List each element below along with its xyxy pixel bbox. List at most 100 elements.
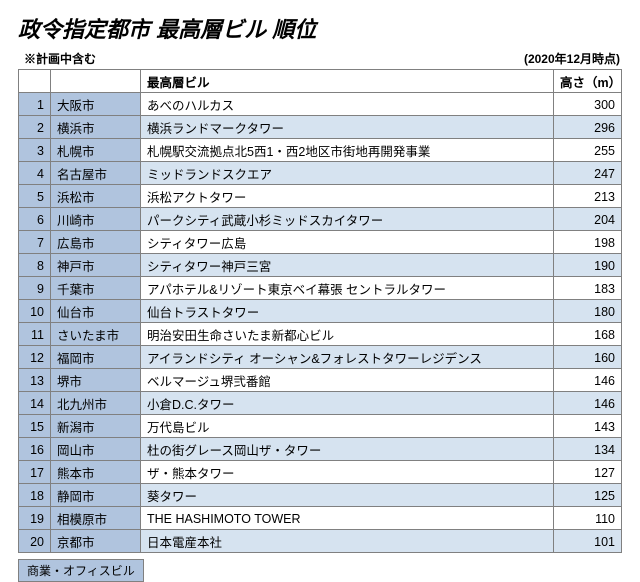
table-row: 2横浜市横浜ランドマークタワー296 bbox=[19, 116, 622, 139]
cell-city: 福岡市 bbox=[51, 346, 141, 369]
cell-height: 160 bbox=[554, 346, 622, 369]
table-row: 4名古屋市ミッドランドスクエア247 bbox=[19, 162, 622, 185]
cell-rank: 4 bbox=[19, 162, 51, 185]
cell-city: 浜松市 bbox=[51, 185, 141, 208]
cell-building: ザ・熊本タワー bbox=[141, 461, 554, 484]
subheader: ※計画中含む (2020年12月時点) bbox=[18, 50, 622, 67]
cell-rank: 7 bbox=[19, 231, 51, 254]
cell-city: さいたま市 bbox=[51, 323, 141, 346]
cell-building: 杜の街グレース岡山ザ・タワー bbox=[141, 438, 554, 461]
cell-rank: 18 bbox=[19, 484, 51, 507]
table-row: 12福岡市アイランドシティ オーシャン&フォレストタワーレジデンス160 bbox=[19, 346, 622, 369]
cell-rank: 2 bbox=[19, 116, 51, 139]
cell-height: 110 bbox=[554, 507, 622, 530]
page-title: 政令指定都市 最高層ビル 順位 bbox=[18, 12, 622, 44]
as-of-date: (2020年12月時点) bbox=[524, 50, 622, 67]
table-row: 3札幌市札幌駅交流拠点北5西1・西2地区市街地再開発事業255 bbox=[19, 139, 622, 162]
cell-city: 岡山市 bbox=[51, 438, 141, 461]
table-row: 15新潟市万代島ビル143 bbox=[19, 415, 622, 438]
cell-building: 横浜ランドマークタワー bbox=[141, 116, 554, 139]
cell-city: 新潟市 bbox=[51, 415, 141, 438]
table-row: 6川崎市パークシティ武蔵小杉ミッドスカイタワー204 bbox=[19, 208, 622, 231]
cell-city: 川崎市 bbox=[51, 208, 141, 231]
table-row: 17熊本市ザ・熊本タワー127 bbox=[19, 461, 622, 484]
cell-building: 小倉D.C.タワー bbox=[141, 392, 554, 415]
cell-building: 葵タワー bbox=[141, 484, 554, 507]
cell-city: 堺市 bbox=[51, 369, 141, 392]
table-row: 16岡山市杜の街グレース岡山ザ・タワー134 bbox=[19, 438, 622, 461]
table-row: 13堺市ベルマージュ堺弐番館146 bbox=[19, 369, 622, 392]
cell-building: 日本電産本社 bbox=[141, 530, 554, 553]
cell-rank: 15 bbox=[19, 415, 51, 438]
cell-height: 134 bbox=[554, 438, 622, 461]
cell-height: 247 bbox=[554, 162, 622, 185]
col-building-header: 最高層ビル bbox=[141, 70, 554, 93]
cell-height: 296 bbox=[554, 116, 622, 139]
cell-building: ミッドランドスクエア bbox=[141, 162, 554, 185]
cell-height: 143 bbox=[554, 415, 622, 438]
cell-height: 183 bbox=[554, 277, 622, 300]
cell-rank: 8 bbox=[19, 254, 51, 277]
table-row: 1大阪市あべのハルカス300 bbox=[19, 93, 622, 116]
col-city-header bbox=[51, 70, 141, 93]
note-includes-planned: ※計画中含む bbox=[18, 50, 96, 67]
cell-city: 名古屋市 bbox=[51, 162, 141, 185]
cell-building: 仙台トラストタワー bbox=[141, 300, 554, 323]
cell-building: パークシティ武蔵小杉ミッドスカイタワー bbox=[141, 208, 554, 231]
table-row: 14北九州市小倉D.C.タワー146 bbox=[19, 392, 622, 415]
cell-city: 北九州市 bbox=[51, 392, 141, 415]
cell-height: 101 bbox=[554, 530, 622, 553]
cell-height: 146 bbox=[554, 392, 622, 415]
cell-city: 神戸市 bbox=[51, 254, 141, 277]
cell-city: 熊本市 bbox=[51, 461, 141, 484]
cell-rank: 14 bbox=[19, 392, 51, 415]
table-row: 7広島市シティタワー広島198 bbox=[19, 231, 622, 254]
cell-rank: 5 bbox=[19, 185, 51, 208]
table-header-row: 最高層ビル 高さ（m） bbox=[19, 70, 622, 93]
cell-city: 京都市 bbox=[51, 530, 141, 553]
cell-height: 168 bbox=[554, 323, 622, 346]
cell-building: 札幌駅交流拠点北5西1・西2地区市街地再開発事業 bbox=[141, 139, 554, 162]
cell-building: アパホテル&リゾート東京ベイ幕張 セントラルタワー bbox=[141, 277, 554, 300]
cell-rank: 19 bbox=[19, 507, 51, 530]
cell-rank: 11 bbox=[19, 323, 51, 346]
cell-height: 180 bbox=[554, 300, 622, 323]
ranking-table: 最高層ビル 高さ（m） 1大阪市あべのハルカス3002横浜市横浜ランドマークタワ… bbox=[18, 69, 622, 553]
cell-city: 横浜市 bbox=[51, 116, 141, 139]
cell-city: 札幌市 bbox=[51, 139, 141, 162]
cell-building: THE HASHIMOTO TOWER bbox=[141, 507, 554, 530]
cell-rank: 16 bbox=[19, 438, 51, 461]
cell-rank: 6 bbox=[19, 208, 51, 231]
cell-building: 浜松アクトタワー bbox=[141, 185, 554, 208]
cell-height: 198 bbox=[554, 231, 622, 254]
cell-rank: 1 bbox=[19, 93, 51, 116]
table-row: 5浜松市浜松アクトタワー213 bbox=[19, 185, 622, 208]
table-row: 10仙台市仙台トラストタワー180 bbox=[19, 300, 622, 323]
cell-rank: 3 bbox=[19, 139, 51, 162]
cell-height: 213 bbox=[554, 185, 622, 208]
table-row: 20京都市日本電産本社101 bbox=[19, 530, 622, 553]
table-row: 8神戸市シティタワー神戸三宮190 bbox=[19, 254, 622, 277]
cell-city: 相模原市 bbox=[51, 507, 141, 530]
cell-rank: 20 bbox=[19, 530, 51, 553]
table-row: 9千葉市アパホテル&リゾート東京ベイ幕張 セントラルタワー183 bbox=[19, 277, 622, 300]
cell-height: 255 bbox=[554, 139, 622, 162]
table-row: 19相模原市THE HASHIMOTO TOWER110 bbox=[19, 507, 622, 530]
cell-building: アイランドシティ オーシャン&フォレストタワーレジデンス bbox=[141, 346, 554, 369]
cell-city: 大阪市 bbox=[51, 93, 141, 116]
cell-city: 仙台市 bbox=[51, 300, 141, 323]
col-rank-header bbox=[19, 70, 51, 93]
cell-rank: 17 bbox=[19, 461, 51, 484]
cell-city: 静岡市 bbox=[51, 484, 141, 507]
table-row: 11さいたま市明治安田生命さいたま新都心ビル168 bbox=[19, 323, 622, 346]
cell-rank: 9 bbox=[19, 277, 51, 300]
cell-city: 千葉市 bbox=[51, 277, 141, 300]
cell-building: あべのハルカス bbox=[141, 93, 554, 116]
cell-height: 127 bbox=[554, 461, 622, 484]
cell-rank: 12 bbox=[19, 346, 51, 369]
cell-building: シティタワー神戸三宮 bbox=[141, 254, 554, 277]
cell-building: 万代島ビル bbox=[141, 415, 554, 438]
cell-city: 広島市 bbox=[51, 231, 141, 254]
col-height-header: 高さ（m） bbox=[554, 70, 622, 93]
cell-building: シティタワー広島 bbox=[141, 231, 554, 254]
